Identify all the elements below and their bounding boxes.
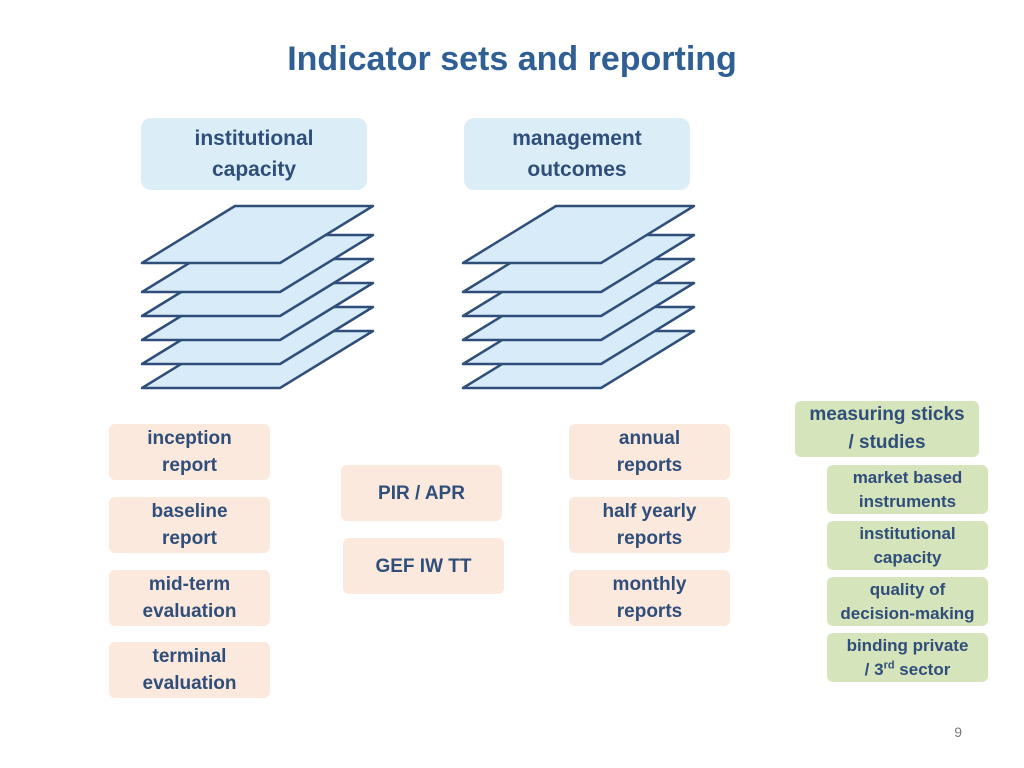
measure-quality-of-decision-making: quality of decision-making [827,577,988,626]
binding-line-1: binding private [846,635,969,655]
measuring-sticks-title: measuring sticks / studies [795,401,979,457]
report-inception: inception report [109,424,270,480]
measure-institutional-capacity: institutional capacity [827,521,988,570]
binding-suffix: sector [894,659,951,679]
report-monthly: monthly reports [569,570,730,626]
binding-superscript: rd [883,658,895,671]
binding-line-2: / 3rd sector [865,658,951,682]
measure-binding-private-sector: binding private / 3rd sector [827,633,988,682]
header-management-outcomes: management outcomes [464,118,690,190]
report-terminal-evaluation: terminal evaluation [109,642,270,698]
binding-prefix: / 3 [864,659,884,679]
report-pir-apr: PIR / APR [341,465,502,521]
report-annual: annual reports [569,424,730,480]
slide-title: Indicator sets and reporting [287,40,737,78]
header-institutional-capacity: institutional capacity [141,118,367,190]
sheet-stack-right [461,204,696,390]
measure-market-based-instruments: market based instruments [827,465,988,514]
report-mid-term-evaluation: mid-term evaluation [109,570,270,626]
report-baseline: baseline report [109,497,270,553]
sheet-stack-left [140,204,375,390]
report-half-yearly: half yearly reports [569,497,730,553]
sheet-1 [140,204,375,265]
report-gef-iw-tt: GEF IW TT [343,538,504,594]
page-number: 9 [954,724,962,740]
sheet-1 [461,204,696,265]
